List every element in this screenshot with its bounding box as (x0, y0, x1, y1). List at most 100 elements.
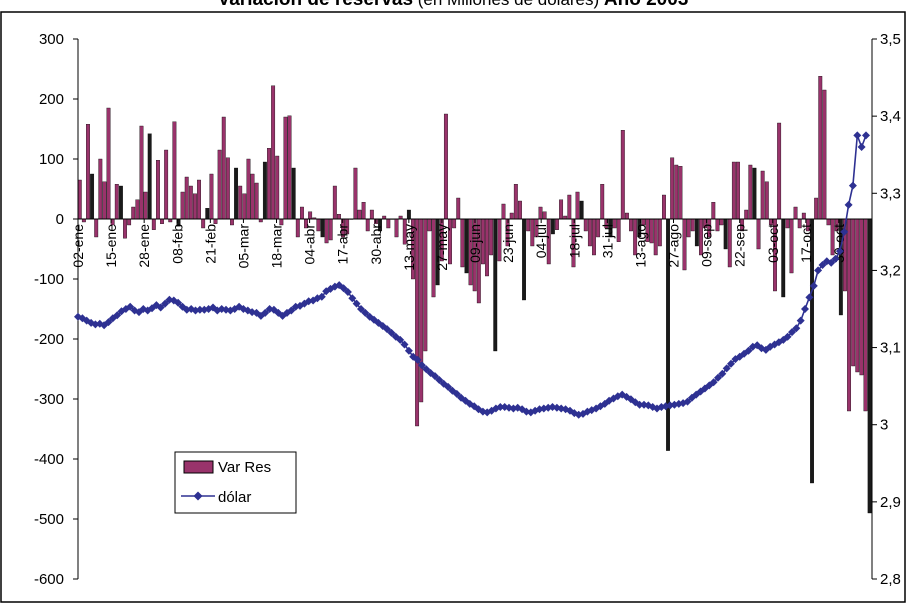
bar (406, 209, 411, 220)
bar (242, 193, 247, 220)
bar (419, 218, 424, 403)
dolar-point (444, 382, 453, 391)
bar (90, 173, 95, 220)
bar (127, 218, 132, 226)
bar (587, 218, 592, 247)
bar (736, 161, 740, 220)
bar (77, 179, 82, 220)
bar (583, 218, 588, 232)
x-tick-label: 13-may (401, 224, 417, 271)
y-left-tick-label: 0 (56, 211, 64, 228)
bar (686, 218, 691, 238)
dolar-point (796, 316, 805, 325)
dolar-point (783, 332, 792, 341)
bar (135, 199, 140, 220)
bar (361, 202, 366, 220)
x-tick-label: 27-ago (666, 224, 682, 268)
x-tick-label: 22-sep (732, 224, 748, 267)
bar (600, 184, 605, 220)
x-tick-label: 28-ene (136, 224, 152, 268)
y-right-tick-label: 2,8 (880, 571, 901, 588)
dolar-point (844, 200, 853, 209)
bar (489, 218, 494, 256)
bar (225, 157, 230, 220)
dolar-point (801, 305, 809, 313)
bar (789, 218, 794, 274)
bar (287, 115, 292, 220)
y-left-tick-label: 100 (39, 151, 64, 168)
bar (579, 200, 584, 220)
dolar-point (827, 258, 836, 267)
bar (764, 181, 769, 220)
x-tick-label: 13-ago (632, 224, 648, 268)
bar (616, 218, 621, 242)
dolar-point (195, 305, 204, 314)
dolar-point (744, 346, 753, 355)
bar (518, 200, 522, 220)
bar (299, 206, 304, 220)
bar (197, 179, 201, 220)
x-tick-label: 18-jul (566, 224, 582, 258)
bar (559, 199, 564, 220)
x-tick-label: 05-mar (235, 224, 251, 269)
dolar-point (357, 305, 365, 313)
bar (102, 181, 107, 220)
bar (283, 116, 288, 220)
dolar-point (818, 261, 827, 269)
bar (238, 185, 243, 220)
bar (674, 164, 679, 220)
dolar-point (413, 355, 422, 364)
bar (193, 193, 197, 220)
bar (855, 218, 860, 373)
bar (756, 218, 761, 250)
dolar-point (317, 292, 326, 301)
bar (867, 218, 872, 514)
x-tick-label: 03-oct (765, 224, 781, 263)
chart-frame (0, 11, 906, 603)
bar (131, 206, 136, 220)
bar (295, 218, 300, 238)
dolar-point (848, 181, 857, 190)
x-tick-label: 21-feb (202, 224, 218, 264)
bar (513, 184, 518, 220)
bar (320, 218, 325, 238)
bar (139, 125, 144, 220)
bar (291, 167, 296, 220)
bar (793, 206, 798, 220)
chart-title: Variación de reservas (en Millones de dó… (0, 0, 906, 11)
bar (357, 209, 362, 220)
dolar-point (348, 294, 357, 303)
x-tick-label: 23-jun (500, 224, 516, 263)
dolar-point (835, 247, 844, 256)
bar (748, 164, 753, 220)
bar (452, 218, 457, 229)
dolar-point (809, 281, 818, 290)
bar (221, 116, 226, 220)
y-left-tick-label: -500 (34, 511, 64, 528)
bar (826, 218, 831, 226)
dolar-point (387, 328, 396, 337)
bar (205, 208, 210, 220)
bar (98, 158, 103, 220)
x-tick-label: 27-may (434, 224, 450, 271)
bar (180, 191, 185, 220)
bar (118, 185, 123, 220)
bar (394, 218, 399, 238)
dolar-point (722, 364, 731, 373)
bar (542, 211, 547, 220)
bar (575, 191, 580, 220)
dolar-point (404, 346, 413, 355)
dolar-point (126, 302, 135, 311)
bar (114, 184, 119, 220)
dolar-point (635, 400, 644, 409)
bar (262, 161, 267, 220)
dolar-point (417, 361, 426, 370)
dolar-point (862, 131, 870, 140)
bar (271, 85, 276, 220)
bar (254, 182, 259, 220)
legend-label-dolar: dólar (218, 489, 251, 506)
y-right-tick-label: 3,3 (880, 185, 901, 202)
bar (690, 218, 695, 232)
dolar-point (113, 311, 122, 320)
